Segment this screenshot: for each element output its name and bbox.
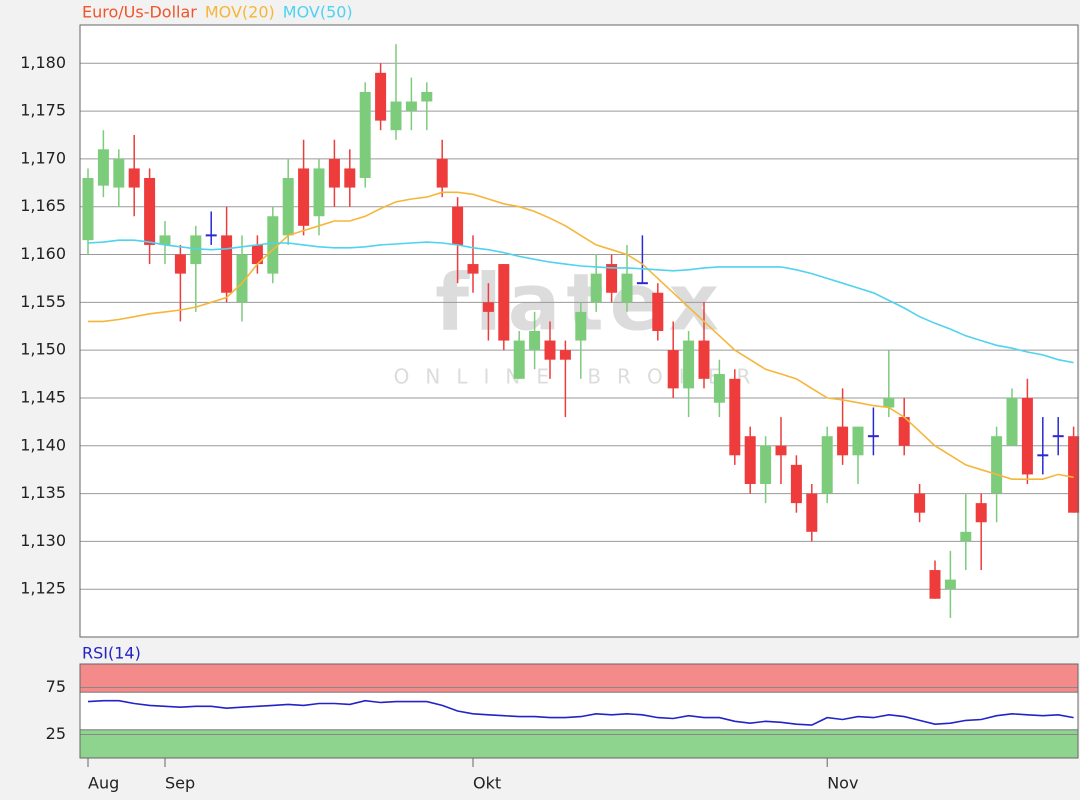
candle-body: [236, 254, 248, 303]
candle-body: [837, 426, 849, 456]
candle-body: [190, 235, 202, 265]
candle-body: [498, 264, 510, 341]
candle-body: [436, 158, 448, 188]
candle-body: [128, 168, 140, 188]
candle-body: [1006, 397, 1018, 446]
candle-body: [575, 311, 587, 341]
candle-body: [159, 235, 171, 245]
y-tick-label: 1,170: [20, 148, 66, 167]
candle-body: [621, 273, 633, 303]
y-tick-label: 1,155: [20, 292, 66, 311]
candle-body: [991, 436, 1003, 494]
panel-border: [79, 24, 1079, 638]
y-tick-label: 1,150: [20, 340, 66, 359]
candle-body: [529, 331, 541, 351]
candle-body: [914, 493, 926, 513]
candle-body: [883, 397, 895, 408]
candle-body: [975, 503, 987, 523]
candle-body: [421, 91, 433, 102]
y-tick-label: 75: [46, 677, 66, 696]
legend-entry: MOV(20): [205, 3, 275, 22]
candle-body: [544, 340, 556, 360]
line-series: [87, 239, 1074, 364]
candle-body: [174, 254, 186, 274]
candle-body: [606, 264, 618, 293]
y-tick-label: 1,125: [20, 579, 66, 598]
candle-body: [1068, 436, 1080, 513]
series-label: RSI(14): [82, 644, 141, 663]
candle-body: [267, 216, 279, 274]
line-series: [88, 191, 1074, 480]
candle-body: [729, 378, 741, 456]
candle-body: [144, 178, 156, 245]
candle-body: [467, 264, 479, 274]
candle-body: [775, 445, 787, 456]
candle-body: [898, 417, 910, 446]
candle-body: [344, 168, 356, 188]
y-tick-label: 1,180: [20, 53, 66, 72]
candle-body: [359, 91, 371, 178]
x-tick-label: Sep: [165, 774, 195, 793]
candle-body: [513, 340, 525, 379]
candle-body: [298, 168, 310, 226]
y-tick-label: 1,140: [20, 435, 66, 454]
candle-body: [328, 158, 340, 188]
candle-body: [652, 292, 664, 331]
watermark-subtitle: ONLINE BROKER: [394, 365, 767, 389]
candle-body: [821, 436, 833, 494]
candle-body: [852, 426, 864, 456]
candle-body: [790, 464, 802, 504]
candle-body: [97, 149, 109, 186]
y-tick-label: 1,135: [20, 483, 66, 502]
y-tick-label: 1,145: [20, 387, 66, 406]
candle-body: [313, 168, 325, 217]
candle-body: [282, 178, 294, 236]
y-tick-label: 1,160: [20, 244, 66, 263]
candle-body: [452, 206, 464, 245]
x-tick-label: Aug: [88, 774, 119, 793]
panel-border: [79, 663, 1079, 759]
candle-body: [698, 340, 710, 379]
candle-body: [1021, 397, 1033, 475]
x-tick-label: Nov: [827, 774, 858, 793]
candle-body: [713, 374, 725, 403]
line-series: [87, 699, 1074, 726]
candle-body: [744, 436, 756, 484]
candle-body: [405, 101, 417, 112]
y-tick-label: 1,130: [20, 531, 66, 550]
candle-body: [760, 445, 772, 484]
candle-body: [944, 579, 956, 590]
legend-entry: Euro/Us-Dollar: [82, 3, 197, 22]
candle-body: [960, 531, 972, 542]
candle-body: [482, 302, 494, 312]
candle-body: [806, 493, 818, 532]
legend-entry: MOV(50): [283, 3, 353, 22]
candle-body: [221, 235, 233, 293]
candle-body: [590, 273, 602, 303]
y-tick-label: 25: [46, 724, 66, 743]
candle-body: [667, 350, 679, 389]
y-tick-label: 1,165: [20, 196, 66, 215]
candle-body: [559, 350, 571, 360]
candle-body: [929, 570, 941, 599]
candle-body: [375, 72, 387, 121]
candle-body: [390, 101, 402, 131]
candle-body: [113, 158, 125, 188]
y-tick-label: 1,175: [20, 101, 66, 120]
candle-body: [82, 178, 94, 241]
candle-body: [251, 244, 263, 265]
candle-body: [683, 340, 695, 389]
x-tick-label: Okt: [473, 774, 501, 793]
